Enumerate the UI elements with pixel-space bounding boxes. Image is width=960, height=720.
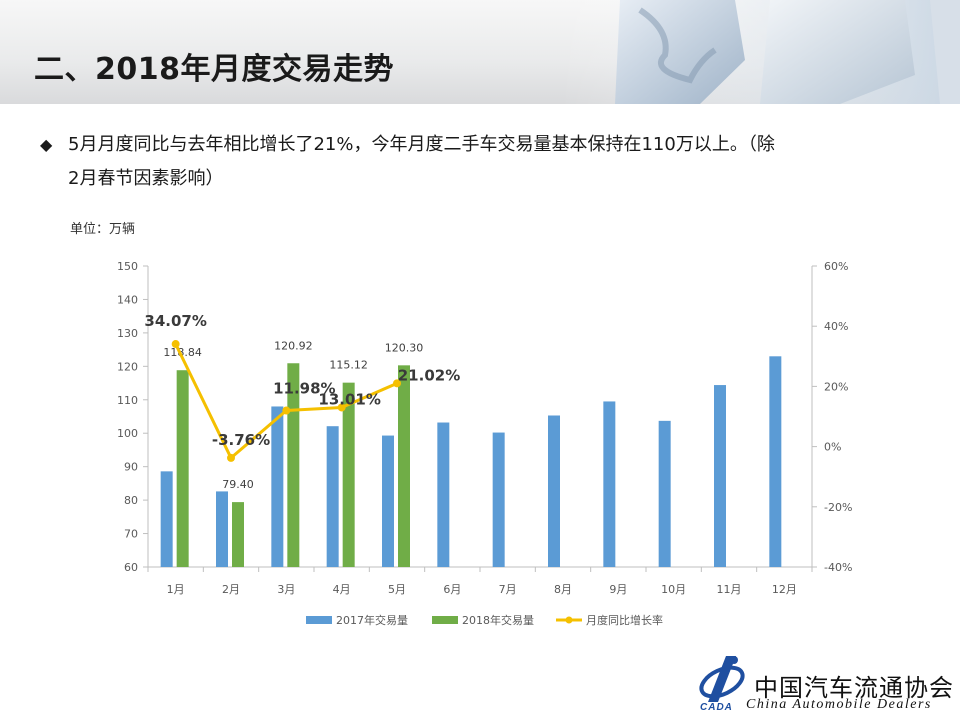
growth-rate-data-label: 21.02% (398, 366, 460, 384)
y-left-tick-label: 120 (117, 360, 138, 373)
bar-2018 (398, 365, 410, 567)
page-title: 二、2018年月度交易走势 (34, 52, 394, 87)
growth-rate-point (227, 453, 235, 462)
x-tick-label: 12月 (772, 583, 797, 596)
y-right-tick-label: 20% (824, 380, 848, 393)
y-left-tick-label: 110 (117, 394, 138, 407)
y-right-tick-label: -20% (824, 501, 852, 514)
growth-rate-point (337, 403, 346, 412)
cada-emblem-icon (699, 656, 745, 702)
x-tick-label: 6月 (443, 583, 461, 596)
y-left-tick-label: 90 (124, 461, 138, 474)
y-left-tick-label: 70 (124, 528, 138, 541)
logo-chinese-name: 中国汽车流通协会 (754, 674, 954, 702)
header-banner: 二、2018年月度交易走势 (0, 0, 960, 104)
bullet-point: ◆ 5月月度同比与去年相比增长了21%，今年月度二手车交易量基本保持在110万以… (40, 128, 920, 196)
growth-rate-point (282, 406, 291, 415)
bar-2018-data-label: 79.40 (222, 478, 254, 491)
bar-2017 (769, 356, 782, 567)
growth-rate-point (393, 379, 401, 388)
y-left-tick-label: 60 (124, 561, 138, 574)
x-tick-label: 1月 (167, 583, 185, 596)
x-tick-label: 11月 (717, 583, 742, 596)
bar-2017 (714, 385, 726, 567)
x-tick-label: 5月 (388, 583, 406, 596)
bar-2017 (548, 415, 560, 567)
x-tick-label: 7月 (499, 583, 517, 596)
header-decoration (560, 0, 960, 104)
bullet-text-line1: 5月月度同比与去年相比增长了21%，今年月度二手车交易量基本保持在110万以上。… (68, 134, 775, 155)
growth-rate-data-label: -3.76% (212, 431, 270, 449)
bar-2018-data-label: 120.30 (385, 341, 424, 354)
bar-2018-data-label: 118.84 (163, 346, 202, 359)
bar-2017 (160, 471, 173, 567)
bar-2018 (342, 382, 355, 567)
legend-label: 2017年交易量 (336, 613, 408, 627)
legend-label: 月度同比增长率 (586, 613, 663, 627)
bar-2017 (658, 420, 671, 567)
y-left-tick-label: 130 (117, 327, 138, 340)
y-right-tick-label: 40% (824, 320, 848, 333)
bar-2017 (326, 426, 339, 567)
legend-marker (565, 616, 573, 624)
bar-2018 (232, 502, 244, 567)
legend-label: 2018年交易量 (462, 613, 534, 627)
bar-2017 (492, 432, 505, 567)
legend-swatch (432, 616, 458, 624)
unit-label: 单位：万辆 (70, 222, 136, 237)
x-tick-label: 8月 (554, 583, 572, 596)
growth-rate-data-label: 11.98% (273, 380, 335, 398)
bar-2017 (382, 435, 394, 567)
x-tick-label: 10月 (661, 583, 686, 596)
bullet-text-line2: 2月春节因素影响） (68, 168, 224, 189)
y-left-tick-label: 150 (117, 260, 138, 273)
y-left-tick-label: 140 (117, 293, 138, 306)
x-tick-label: 9月 (609, 583, 627, 596)
bar-2017 (216, 491, 228, 567)
cada-logo: CADA 中国汽车流通协会 China Automobile Dealers (696, 652, 960, 720)
growth-rate-point (171, 340, 180, 349)
y-left-tick-label: 80 (124, 494, 138, 507)
bar-2017 (437, 422, 450, 567)
bar-2018-data-label: 115.12 (329, 359, 368, 372)
logo-english-name: China Automobile Dealers (746, 697, 932, 712)
logo-abbreviation: CADA (700, 702, 733, 713)
bar-2018 (287, 363, 300, 567)
growth-rate-data-label: 34.07% (144, 312, 206, 330)
bar-2017 (603, 401, 616, 567)
bar-2018-data-label: 120.92 (274, 339, 313, 352)
y-right-tick-label: 60% (824, 260, 848, 273)
bar-2017 (271, 406, 284, 567)
bar-2018 (176, 370, 189, 567)
y-right-tick-label: -40% (824, 561, 852, 574)
y-left-tick-label: 100 (117, 427, 138, 440)
y-right-tick-label: 0% (824, 441, 841, 454)
diamond-bullet-icon: ◆ (40, 135, 53, 154)
x-tick-label: 4月 (333, 583, 351, 596)
growth-rate-data-label: 13.01% (318, 390, 380, 408)
legend-swatch (306, 616, 332, 624)
x-tick-label: 2月 (222, 583, 240, 596)
x-tick-label: 3月 (277, 583, 295, 596)
